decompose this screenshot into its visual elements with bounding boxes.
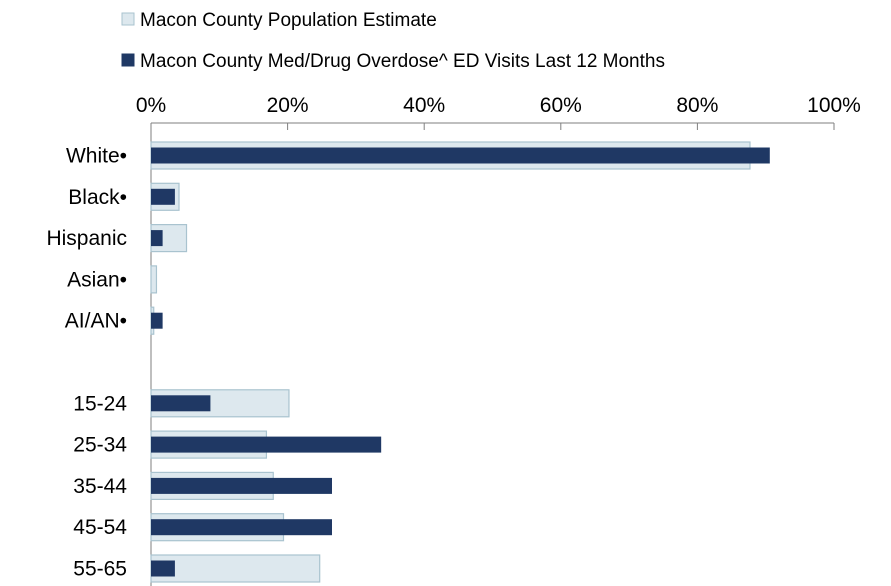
category-label-10: 55-65 <box>73 558 127 581</box>
bar-ed-visits-1 <box>151 188 175 205</box>
x-tick-label-5: 100% <box>807 94 861 117</box>
legend-label-0: Macon County Population Estimate <box>140 10 437 31</box>
bars <box>150 141 770 583</box>
bar-ed-visits-7 <box>151 436 382 453</box>
category-label-0: White• <box>66 145 127 168</box>
bar-population-10 <box>150 554 321 583</box>
category-label-2: Hispanic <box>46 227 127 250</box>
category-label-8: 35-44 <box>73 475 127 498</box>
legend-swatch-1 <box>121 53 135 67</box>
x-tick-label-3: 60% <box>540 94 582 117</box>
category-label-4: AI/AN• <box>65 310 127 333</box>
bar-ed-visits-2 <box>151 230 163 247</box>
x-tick-label-4: 80% <box>676 94 718 117</box>
bar-ed-visits-4 <box>151 312 163 329</box>
category-label-9: 45-54 <box>73 516 127 539</box>
bar-ed-visits-8 <box>151 477 332 494</box>
category-label-6: 15-24 <box>73 392 127 415</box>
bar-ed-visits-6 <box>151 395 211 412</box>
x-tick-label-0: 0% <box>136 94 166 117</box>
bar-ed-visits-9 <box>151 519 332 536</box>
legend: Macon County Population Estimate Macon Co… <box>121 10 665 72</box>
legend-label-1: Macon County Med/Drug Overdose^ ED Visit… <box>140 51 665 72</box>
category-label-3: Asian• <box>67 268 127 291</box>
x-axis: 0% 20% 40% 60% 80% 100% <box>136 94 861 586</box>
category-label-1: Black• <box>68 186 127 209</box>
x-tick-label-2: 40% <box>403 94 445 117</box>
legend-swatch-0 <box>121 12 135 26</box>
category-label-7: 25-34 <box>73 434 127 457</box>
category-labels: White• Black• Hispanic Asian• AI/AN• 15-24 25-… <box>46 145 127 581</box>
bar-population-3 <box>150 265 158 294</box>
x-tick-label-1: 20% <box>267 94 309 117</box>
bar-ed-visits-0 <box>151 147 770 164</box>
bar-ed-visits-10 <box>151 560 175 577</box>
